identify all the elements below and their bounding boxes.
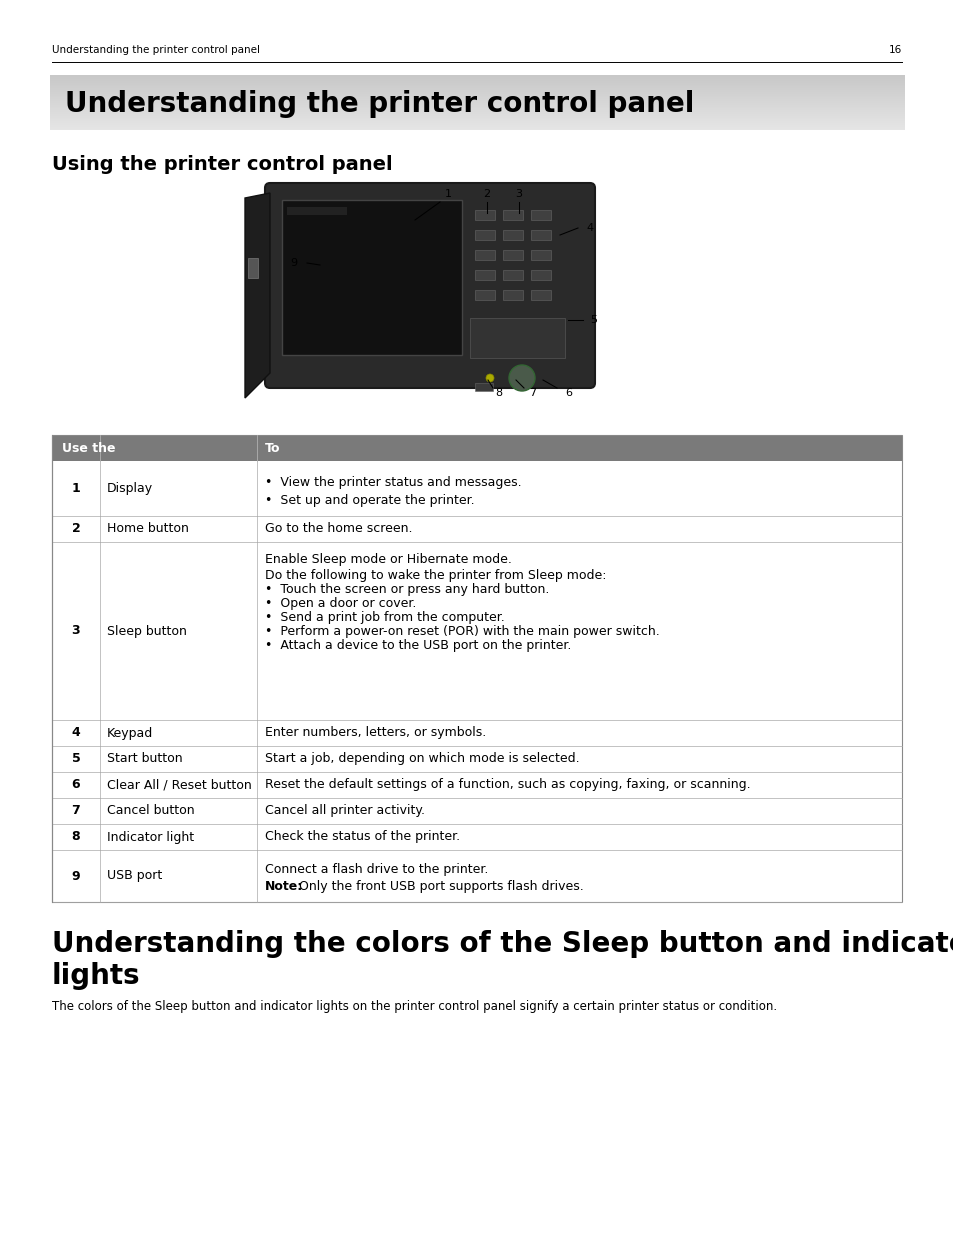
- Text: 6: 6: [71, 778, 80, 792]
- Text: 2: 2: [71, 522, 80, 536]
- Text: Start button: Start button: [107, 752, 182, 766]
- Bar: [470, 317, 564, 358]
- Text: 7: 7: [529, 388, 536, 398]
- Text: Sleep button: Sleep button: [107, 625, 187, 637]
- Text: 5: 5: [71, 752, 80, 766]
- Text: Check the status of the printer.: Check the status of the printer.: [265, 830, 459, 842]
- Text: 9: 9: [290, 258, 297, 268]
- Bar: [52, 746, 901, 772]
- Bar: [52, 542, 901, 720]
- Polygon shape: [245, 193, 270, 398]
- Text: Start a job, depending on which mode is selected.: Start a job, depending on which mode is …: [265, 752, 579, 764]
- Text: Understanding the colors of the Sleep button and indicator: Understanding the colors of the Sleep bu…: [52, 930, 953, 958]
- Bar: [475, 249, 495, 261]
- Text: 1: 1: [444, 189, 451, 199]
- Text: Cancel all printer activity.: Cancel all printer activity.: [265, 804, 424, 816]
- Text: Home button: Home button: [107, 522, 189, 536]
- Bar: [287, 207, 347, 215]
- Text: 4: 4: [586, 224, 593, 233]
- Text: 8: 8: [495, 388, 502, 398]
- Text: Understanding the printer control panel: Understanding the printer control panel: [52, 44, 260, 56]
- Text: Connect a flash drive to the printer.: Connect a flash drive to the printer.: [265, 863, 488, 876]
- Text: 1: 1: [71, 482, 80, 495]
- Bar: [248, 258, 257, 278]
- Text: •  Touch the screen or press any hard button.: • Touch the screen or press any hard but…: [265, 583, 549, 597]
- Text: Reset the default settings of a function, such as copying, faxing, or scanning.: Reset the default settings of a function…: [265, 778, 750, 790]
- Bar: [475, 210, 495, 220]
- Text: 4: 4: [71, 726, 80, 740]
- Bar: [502, 270, 522, 280]
- Bar: [52, 720, 901, 746]
- Text: •  View the printer status and messages.: • View the printer status and messages.: [265, 475, 521, 489]
- Bar: [52, 435, 901, 461]
- Text: Clear All / Reset button: Clear All / Reset button: [107, 778, 252, 792]
- Bar: [282, 200, 461, 354]
- Text: Indicator light: Indicator light: [107, 830, 193, 844]
- Text: Using the printer control panel: Using the printer control panel: [52, 156, 393, 174]
- Bar: [531, 290, 551, 300]
- Text: •  Set up and operate the printer.: • Set up and operate the printer.: [265, 494, 475, 508]
- Text: Do the following to wake the printer from Sleep mode:: Do the following to wake the printer fro…: [265, 569, 606, 582]
- Bar: [52, 461, 901, 516]
- Text: •  Open a door or cover.: • Open a door or cover.: [265, 597, 416, 610]
- Text: Understanding the printer control panel: Understanding the printer control panel: [65, 90, 694, 119]
- Text: 3: 3: [515, 189, 522, 199]
- Bar: [475, 230, 495, 240]
- Bar: [52, 516, 901, 542]
- Text: 8: 8: [71, 830, 80, 844]
- Text: 9: 9: [71, 869, 80, 883]
- Bar: [475, 290, 495, 300]
- Text: Enable Sleep mode or Hibernate mode.: Enable Sleep mode or Hibernate mode.: [265, 553, 512, 566]
- Bar: [52, 824, 901, 850]
- Text: Keypad: Keypad: [107, 726, 153, 740]
- Bar: [52, 435, 901, 902]
- Circle shape: [509, 366, 535, 391]
- Bar: [502, 290, 522, 300]
- Text: Note:: Note:: [265, 881, 303, 893]
- Bar: [475, 383, 493, 391]
- Text: Only the front USB port supports flash drives.: Only the front USB port supports flash d…: [298, 881, 583, 893]
- Bar: [52, 850, 901, 902]
- Text: 6: 6: [565, 388, 572, 398]
- Bar: [502, 230, 522, 240]
- Bar: [52, 798, 901, 824]
- Bar: [502, 249, 522, 261]
- Bar: [531, 230, 551, 240]
- Text: Cancel button: Cancel button: [107, 804, 194, 818]
- Text: To: To: [265, 442, 280, 456]
- Text: Use the: Use the: [62, 442, 115, 456]
- Text: Enter numbers, letters, or symbols.: Enter numbers, letters, or symbols.: [265, 726, 486, 739]
- Circle shape: [485, 374, 494, 382]
- Bar: [531, 210, 551, 220]
- Text: 3: 3: [71, 625, 80, 637]
- Text: Display: Display: [107, 482, 153, 495]
- FancyBboxPatch shape: [265, 183, 595, 388]
- Text: Go to the home screen.: Go to the home screen.: [265, 521, 412, 535]
- Text: 5: 5: [590, 315, 597, 325]
- Text: 7: 7: [71, 804, 80, 818]
- Bar: [531, 249, 551, 261]
- Bar: [502, 210, 522, 220]
- Text: USB port: USB port: [107, 869, 162, 883]
- Text: The colors of the Sleep button and indicator lights on the printer control panel: The colors of the Sleep button and indic…: [52, 1000, 777, 1013]
- Bar: [475, 270, 495, 280]
- Text: •  Attach a device to the USB port on the printer.: • Attach a device to the USB port on the…: [265, 638, 571, 652]
- Text: 16: 16: [888, 44, 901, 56]
- Text: •  Send a print job from the computer.: • Send a print job from the computer.: [265, 611, 504, 624]
- Text: •  Perform a power-on reset (POR) with the main power switch.: • Perform a power-on reset (POR) with th…: [265, 625, 659, 638]
- Text: lights: lights: [52, 962, 140, 990]
- Text: 2: 2: [483, 189, 490, 199]
- Bar: [52, 772, 901, 798]
- Bar: [531, 270, 551, 280]
